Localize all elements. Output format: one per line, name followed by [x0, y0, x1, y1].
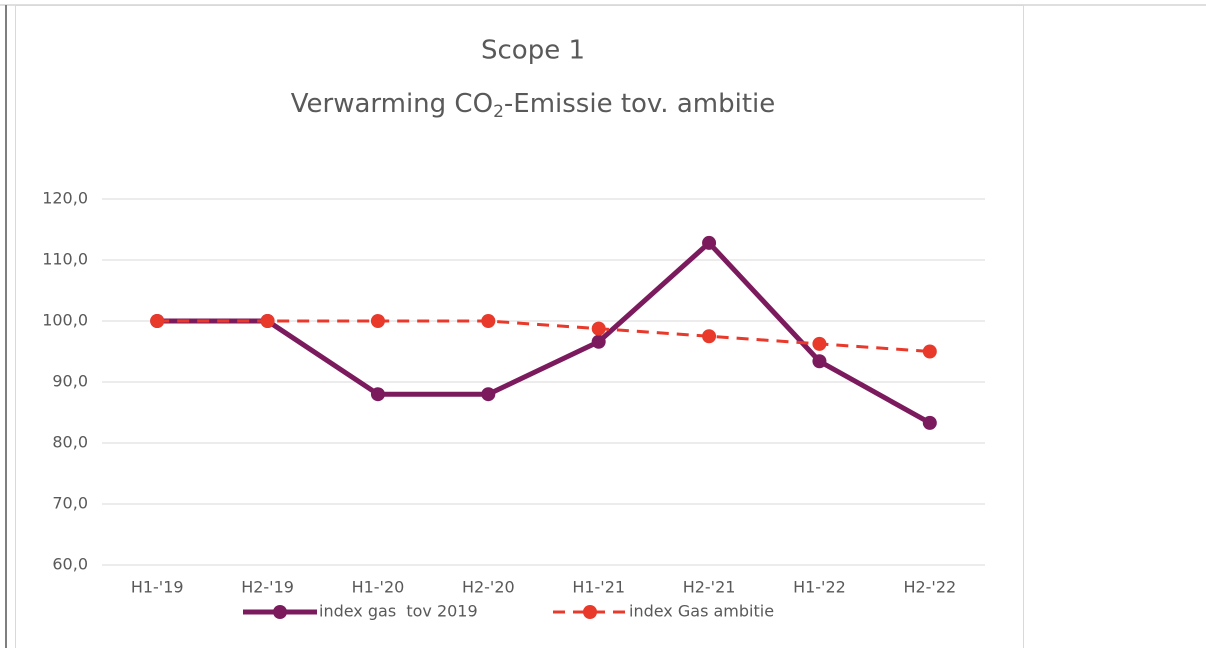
series-marker	[702, 329, 717, 344]
y-tick-label: 80,0	[52, 433, 88, 452]
subtitle-subscript: 2	[493, 102, 504, 122]
series-marker	[591, 334, 606, 349]
series-marker	[370, 387, 385, 402]
series-marker	[922, 344, 937, 359]
y-tick-label: 110,0	[42, 250, 88, 269]
subtitle-part: -Emissie tov. ambitie	[504, 89, 775, 119]
x-tick-label: H2-'20	[462, 578, 515, 597]
legend-label: index Gas ambitie	[629, 602, 774, 621]
series-marker	[591, 321, 606, 336]
chart-title: Scope 1	[481, 36, 585, 66]
y-tick-label: 100,0	[42, 311, 88, 330]
chart-subtitle: Verwarming CO2-Emissie tov. ambitie	[291, 89, 775, 123]
legend-marker	[583, 605, 597, 619]
series-marker	[812, 354, 827, 369]
x-tick-label: H2-'22	[903, 578, 956, 597]
y-tick-label: 90,0	[52, 372, 88, 391]
x-tick-label: H2-'21	[683, 578, 736, 597]
x-tick-label: H2-'19	[241, 578, 294, 597]
x-tick-label: H1-'21	[572, 578, 625, 597]
subtitle-part: Verwarming CO	[291, 89, 493, 119]
chart-frame	[15, 5, 1024, 648]
x-tick-label: H1-'22	[793, 578, 846, 597]
y-tick-label: 120,0	[42, 189, 88, 208]
x-tick-label: H1-'19	[131, 578, 184, 597]
y-tick-label: 70,0	[52, 494, 88, 513]
series-marker	[702, 235, 717, 250]
x-tick-label: H1-'20	[352, 578, 405, 597]
series-marker	[812, 336, 827, 351]
series-marker	[481, 387, 496, 402]
series-marker	[922, 415, 937, 430]
y-tick-label: 60,0	[52, 555, 88, 574]
legend-marker	[273, 605, 287, 619]
series-marker	[260, 314, 275, 328]
series-marker	[370, 314, 385, 328]
series-marker	[150, 314, 165, 328]
series-marker	[481, 314, 496, 328]
legend-label: index gas tov 2019	[319, 602, 478, 621]
series-line	[157, 319, 930, 353]
